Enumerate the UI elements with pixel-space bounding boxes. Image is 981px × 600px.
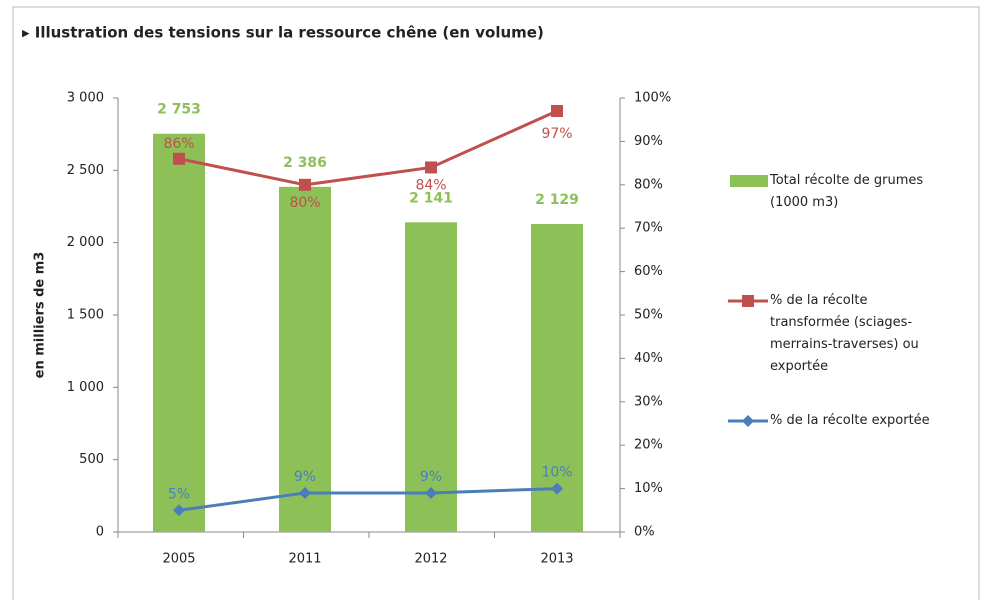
frame — [12, 6, 980, 600]
data-label: 80% — [289, 195, 320, 211]
data-label: 2 386 — [283, 155, 327, 171]
y-tick-label: 500 — [79, 452, 104, 467]
x-tick-label: 2011 — [288, 552, 321, 567]
y2-tick-label: 40% — [634, 351, 663, 366]
bar — [279, 186, 331, 533]
data-label: 10% — [541, 465, 572, 481]
y2-tick-label: 60% — [634, 264, 663, 279]
marker — [173, 504, 185, 517]
data-label: 2 129 — [535, 192, 579, 208]
data-label: 5% — [168, 486, 190, 502]
y2-tick-label: 0% — [634, 525, 655, 540]
legend-label: % de la récolte exportée — [770, 413, 930, 428]
y-tick-label: 2 500 — [67, 163, 104, 178]
y2-tick-label: 90% — [634, 134, 663, 149]
line — [178, 487, 558, 512]
data-label: 84% — [415, 177, 446, 193]
data-label: 97% — [541, 126, 572, 142]
data-label: 86% — [163, 136, 194, 152]
y2-tick-label: 50% — [634, 308, 663, 323]
x-tick-label: 2012 — [414, 552, 447, 567]
bar — [405, 222, 457, 532]
y-tick-label: 1 500 — [67, 308, 104, 323]
y2-tick-label: 30% — [634, 394, 663, 409]
legend-swatch — [730, 175, 768, 187]
y-tick-label: 3 000 — [67, 91, 104, 106]
legend-label: % de la récolte transformée (sciages-mer… — [770, 293, 919, 374]
x-tick-label: 2013 — [540, 552, 573, 567]
y2-tick-label: 80% — [634, 177, 663, 192]
line — [178, 109, 558, 187]
y-axis-label: en milliers de m3 — [33, 252, 48, 379]
marker — [425, 486, 437, 499]
y2-tick-label: 20% — [634, 438, 663, 453]
data-label: 2 753 — [157, 102, 201, 118]
legend-marker — [742, 415, 754, 427]
y-tick-label: 0 — [96, 525, 104, 540]
y2-tick-label: 10% — [634, 481, 663, 496]
marker — [551, 482, 563, 495]
x-tick-label: 2005 — [162, 552, 195, 567]
data-label: 9% — [294, 469, 316, 485]
marker — [551, 105, 563, 118]
marker — [425, 161, 437, 174]
marker — [173, 152, 185, 165]
legend-label: Total récolte de grumes (1000 m3) — [770, 173, 924, 210]
chart-title: ▸ Illustration des tensions sur la resso… — [22, 24, 544, 42]
data-label: 9% — [420, 469, 442, 485]
legend-marker — [742, 295, 754, 307]
bar — [531, 224, 583, 532]
y2-tick-label: 70% — [634, 221, 663, 236]
y-tick-label: 2 000 — [67, 235, 104, 250]
y-tick-label: 1 000 — [67, 380, 104, 395]
data-label: 2 141 — [409, 190, 453, 206]
y2-tick-label: 100% — [634, 91, 671, 106]
marker — [299, 178, 311, 191]
marker — [299, 486, 311, 499]
bar — [153, 133, 205, 532]
